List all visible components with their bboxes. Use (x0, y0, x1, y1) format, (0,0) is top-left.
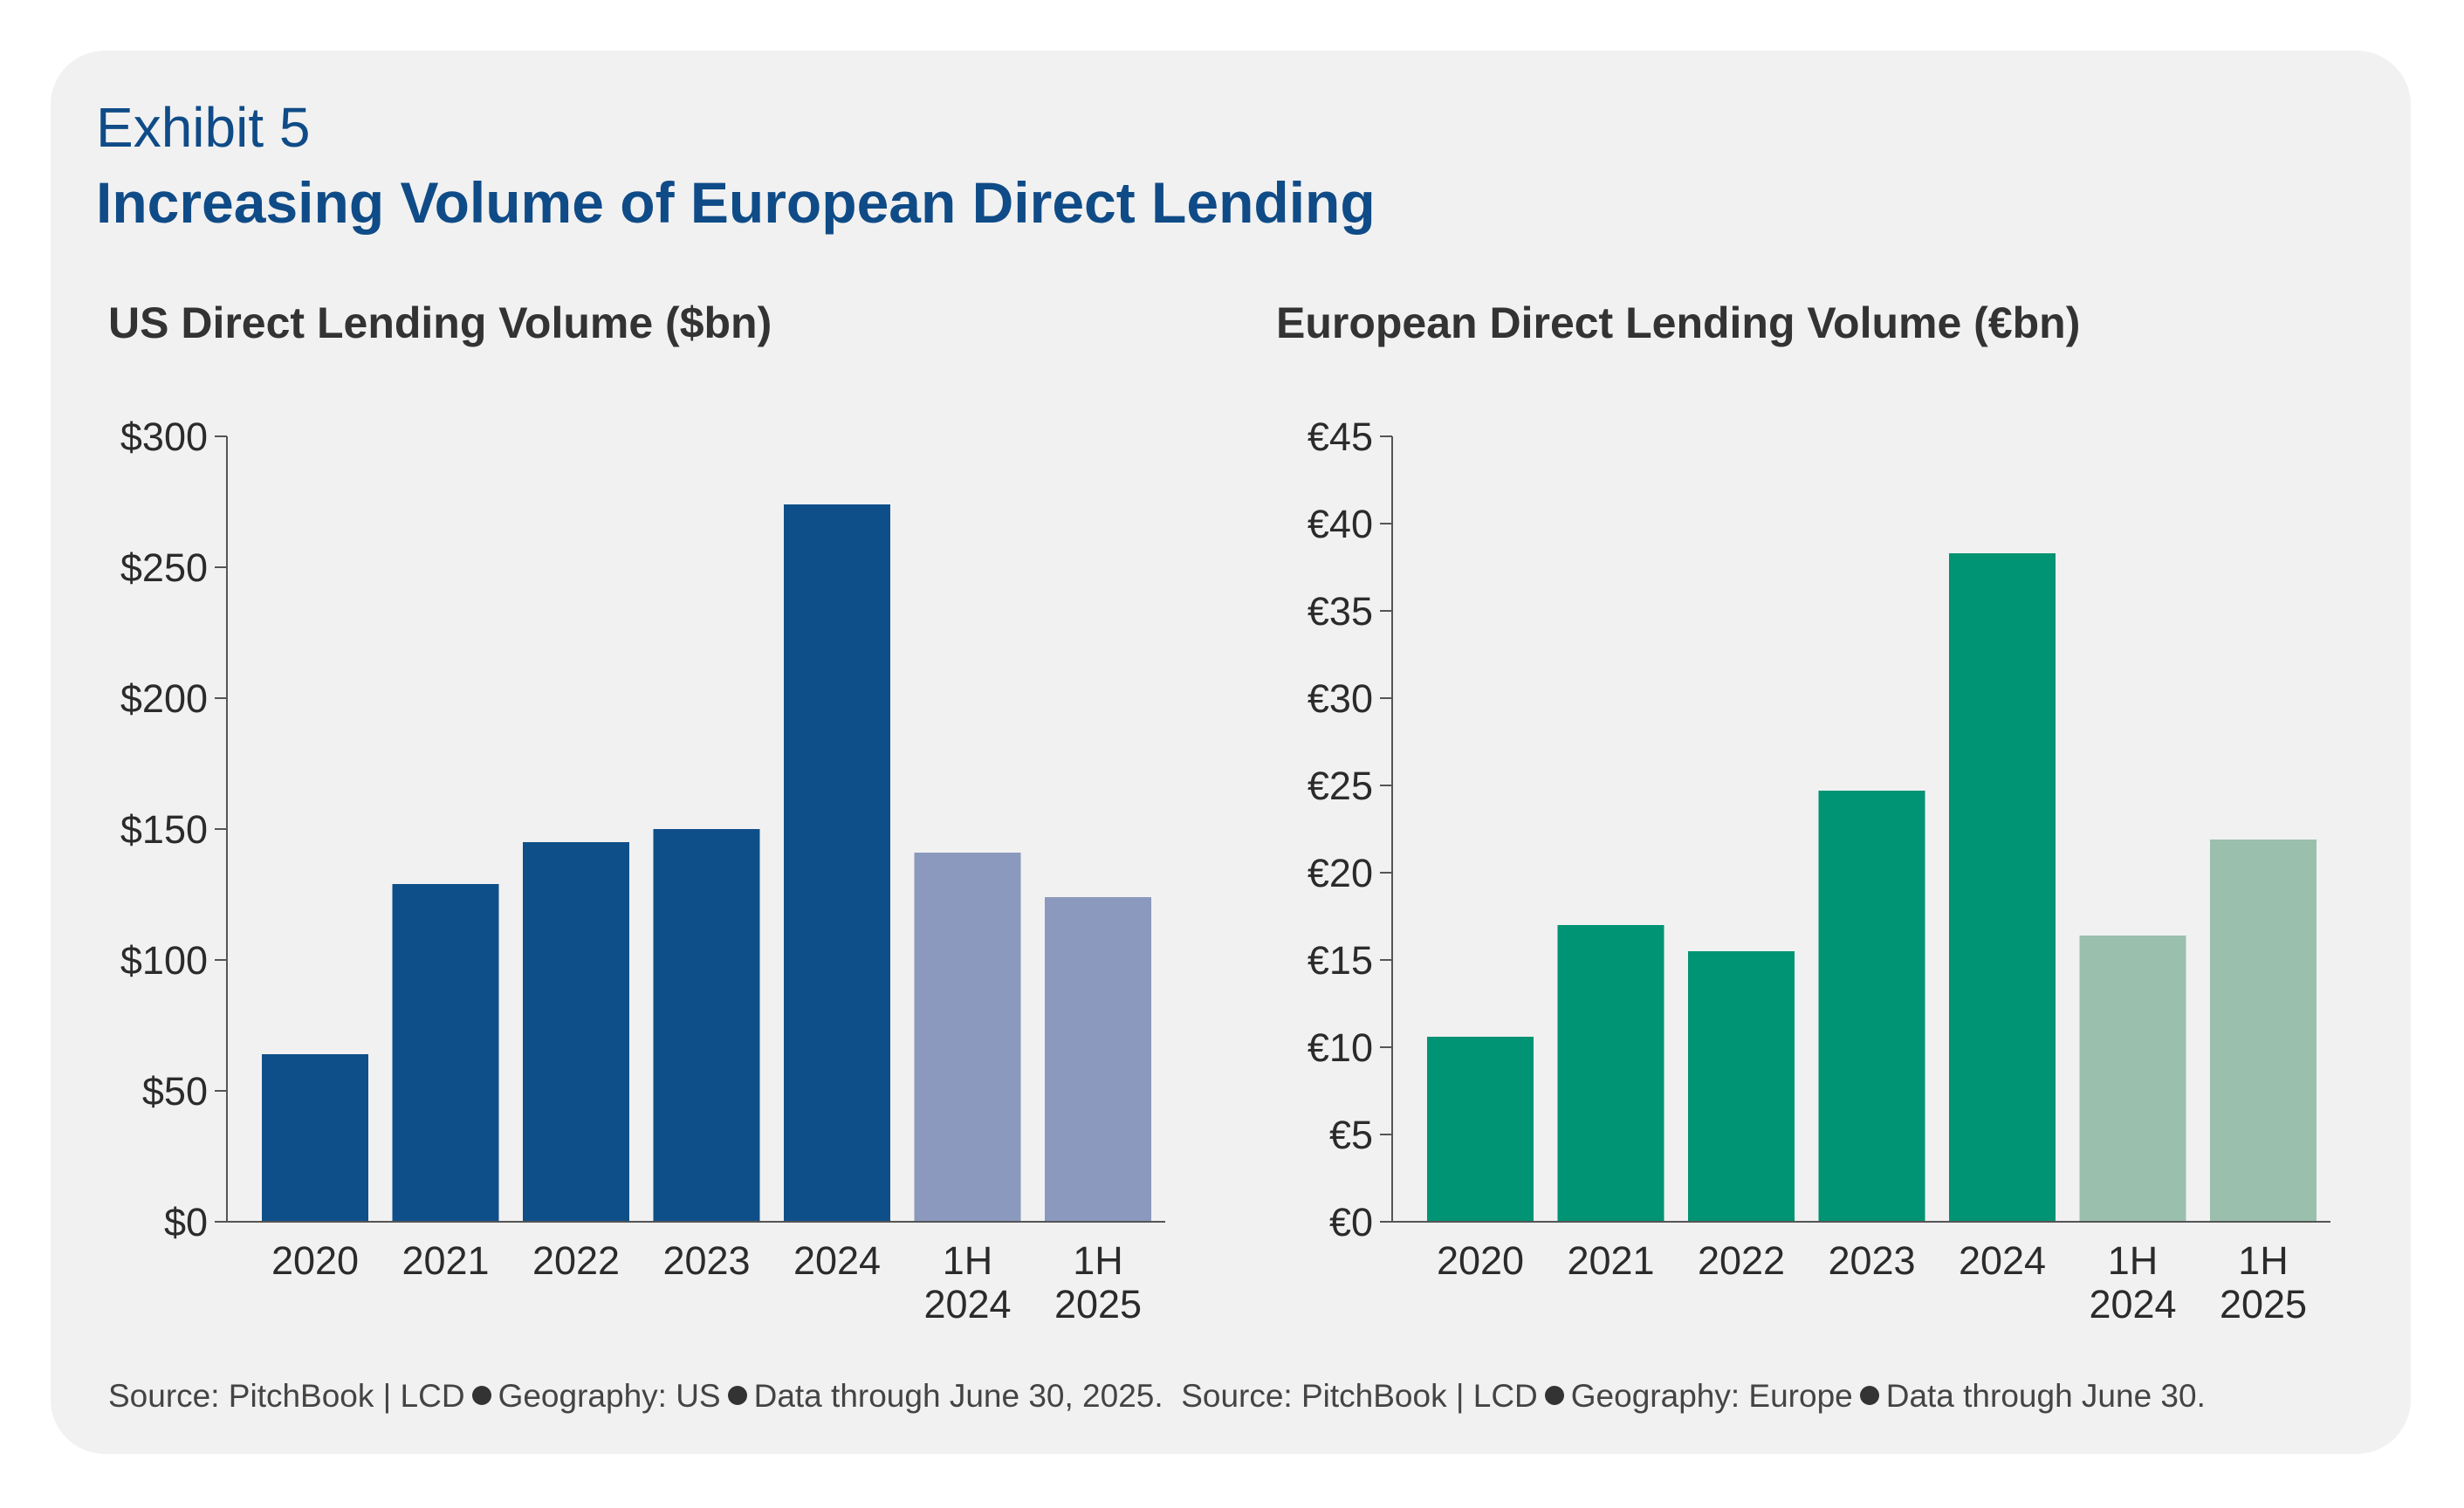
eu-y-tick-label: €45 (1307, 415, 1373, 459)
us-x-tick-label: 2021 (402, 1238, 489, 1283)
eu-bar-2022 (1688, 951, 1795, 1222)
us-y-tick-label: $300 (120, 415, 208, 459)
us-chart-title: US Direct Lending Volume ($bn) (108, 298, 772, 347)
bullet-dot-icon (1859, 1386, 1879, 1406)
source-note: Source: PitchBook | LCD Geography: US Data… (108, 1370, 2206, 1422)
eu-x-tick-label: 2024 (1959, 1238, 2046, 1283)
eu-y-tick-label: €40 (1307, 502, 1373, 546)
us-bar-1h-2024 (914, 853, 1021, 1222)
us-chart: $0 $50 $100 $150 $200 $250 $300 2020 2021 2022 202… (120, 415, 1165, 1326)
eu-source-data-through: Data through June 30. (1885, 1378, 2206, 1414)
us-x-tick-label: 2022 (532, 1238, 620, 1283)
us-bar-2024 (784, 504, 890, 1222)
eu-x-tick-label: 2021 (1567, 1238, 1654, 1283)
us-y-tick-label: $150 (120, 807, 208, 852)
us-bar-1h-2025 (1045, 897, 1151, 1222)
eu-source-geography: Geography: Europe (1570, 1378, 1853, 1414)
us-y-tick-label: $50 (142, 1069, 208, 1114)
eu-bar-2020 (1427, 1037, 1534, 1222)
us-x-tick-label: 2020 (271, 1238, 359, 1283)
eu-bar-2021 (1557, 925, 1664, 1222)
eu-x-tick-label: 2022 (1698, 1238, 1785, 1283)
eu-bar-1h-2025 (2210, 840, 2316, 1222)
us-x-tick-label: 2024 (793, 1238, 881, 1283)
us-x-tick-label: 1H 2024 (923, 1238, 1011, 1326)
us-bar-2023 (653, 829, 760, 1222)
eu-y-tick-label: €35 (1307, 589, 1373, 634)
us-source-prefix: Source: PitchBook | LCD (108, 1378, 465, 1414)
us-y-tick-label: $0 (164, 1200, 208, 1244)
eu-bar-2023 (1818, 791, 1925, 1222)
eu-y-tick-label: €10 (1307, 1025, 1373, 1070)
bullet-dot-icon (727, 1386, 747, 1406)
eu-y-tick-label: €25 (1307, 764, 1373, 808)
us-source-geography: Geography: US (498, 1378, 721, 1414)
us-bar-2021 (392, 884, 499, 1222)
eu-source-prefix: Source: PitchBook | LCD (1181, 1378, 1538, 1414)
us-bar-2020 (262, 1054, 368, 1222)
eu-x-tick-label: 1H 2024 (2089, 1238, 2176, 1326)
us-y-tick-label: $200 (120, 676, 208, 721)
eu-chart-title: European Direct Lending Volume (€bn) (1276, 298, 2081, 347)
eu-x-tick-label: 2023 (1828, 1238, 1915, 1283)
us-y-tick-label: $250 (120, 545, 208, 590)
eu-bar-1h-2024 (2079, 936, 2186, 1222)
eu-y-tick-label: €20 (1307, 851, 1373, 895)
eu-y-tick-label: €30 (1307, 676, 1373, 721)
us-x-tick-label: 1H 2025 (1054, 1238, 1142, 1326)
eu-x-tick-label: 2020 (1437, 1238, 1524, 1283)
bullet-dot-icon (1544, 1386, 1564, 1406)
eu-y-tick-label: €5 (1329, 1113, 1373, 1157)
eu-x-tick-label: 1H 2025 (2220, 1238, 2307, 1326)
main-title: Increasing Volume of European Direct Len… (96, 170, 1376, 235)
eu-y-tick-label: €0 (1329, 1200, 1373, 1244)
eu-chart: €0 €5 €10 €15 €20 €25 €30 €35 €40 €45 2020 2021 2022… (1307, 415, 2330, 1326)
us-y-tick-label: $100 (120, 938, 208, 983)
exhibit-label: Exhibit 5 (96, 96, 311, 159)
us-x-tick-label: 2023 (662, 1238, 750, 1283)
us-source-data-through: Data through June 30, 2025. (753, 1378, 1163, 1414)
bullet-dot-icon (471, 1386, 491, 1406)
eu-y-tick-label: €15 (1307, 938, 1373, 983)
us-bar-2022 (523, 842, 629, 1222)
eu-bar-2024 (1949, 553, 2056, 1222)
